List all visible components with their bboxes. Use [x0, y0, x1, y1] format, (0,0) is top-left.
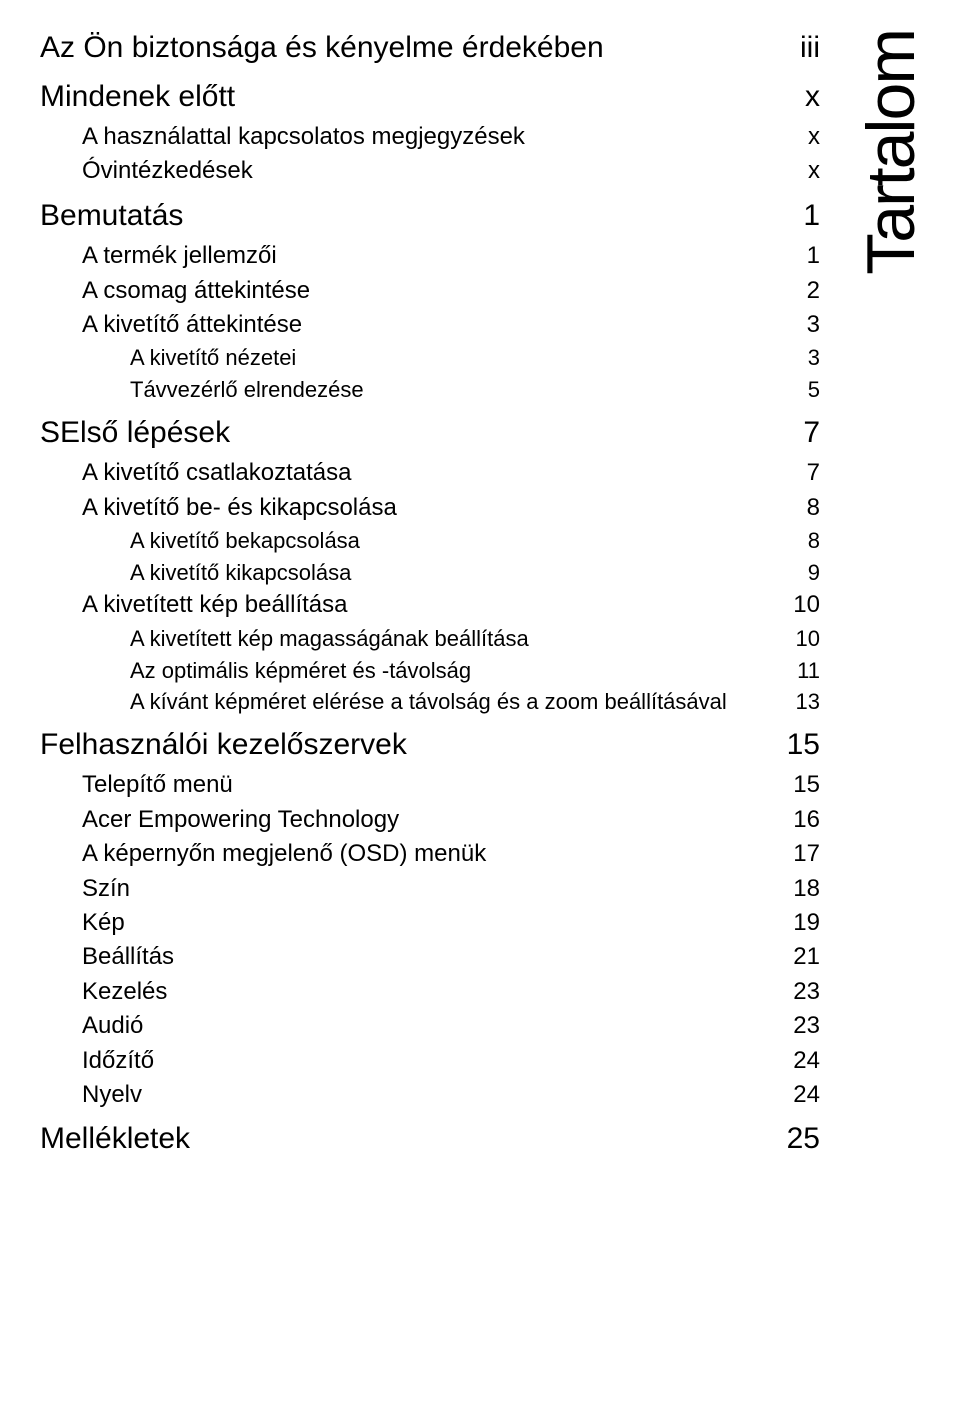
toc-entry: Távvezérlő elrendezése 5: [40, 375, 820, 405]
toc-entry-title: Az Ön biztonsága és kényelme érdekében: [40, 28, 624, 69]
toc-entry-title: A kívánt képméret elérése a távolság és …: [130, 687, 747, 717]
toc-entry: Az Ön biztonsága és kényelme érdekében ii…: [40, 28, 820, 69]
toc-entry-title: Bemutatás: [40, 196, 203, 237]
toc-entry: Beállítás 21: [40, 941, 820, 973]
toc-entry: Szín 18: [40, 873, 820, 905]
toc-entry-page: 23: [780, 1010, 820, 1042]
toc-entry-title: A csomag áttekintése: [82, 275, 330, 307]
toc-entry-title: A használattal kapcsolatos megjegyzések: [82, 121, 545, 153]
toc-entry-title: Kezelés: [82, 976, 187, 1008]
toc-entry-title: A kivetítő bekapcsolása: [130, 526, 380, 556]
toc-entry-page: 19: [780, 907, 820, 939]
toc-entry-page: 11: [780, 656, 820, 686]
toc-entry: A kivetített kép beállítása 10: [40, 589, 820, 621]
toc-entry: Az optimális képméret és -távolság 11: [40, 656, 820, 686]
toc-entry-title: Kép: [82, 907, 145, 939]
toc-entry-title: A kivetítő be- és kikapcsolása: [82, 492, 417, 524]
toc-entry: A kivetítő nézetei 3: [40, 343, 820, 373]
toc-entry-title: SElső lépések: [40, 413, 250, 454]
toc-entry: A kivetítő be- és kikapcsolása 8: [40, 492, 820, 524]
toc-entry-page: 1: [780, 240, 820, 272]
toc-entry-title: A kivetítő csatlakoztatása: [82, 457, 371, 489]
toc-entry-page: x: [780, 77, 820, 118]
toc-entry-page: 10: [780, 624, 820, 654]
toc-entry-page: 7: [780, 457, 820, 489]
toc-entry-title: Mellékletek: [40, 1119, 210, 1160]
toc-entry-page: x: [780, 155, 820, 187]
toc-entry: Telepítő menü 15: [40, 769, 820, 801]
toc-entry: Mellékletek 25: [40, 1119, 820, 1160]
toc-entry-page: 25: [780, 1119, 820, 1160]
toc-entry-page: 18: [780, 873, 820, 905]
toc-entry-page: 9: [780, 558, 820, 588]
toc-entry: Nyelv 24: [40, 1079, 820, 1111]
toc-entry-page: 3: [780, 343, 820, 373]
toc-entry: Időzítő 24: [40, 1045, 820, 1077]
toc-entry-page: 24: [780, 1079, 820, 1111]
table-of-contents: Az Ön biztonsága és kényelme érdekében ii…: [40, 28, 820, 1160]
toc-entry-title: Távvezérlő elrendezése: [130, 375, 384, 405]
toc-entry-title: Audió: [82, 1010, 163, 1042]
toc-entry-title: A kivetítő nézetei: [130, 343, 316, 373]
toc-entry: A kivetítő csatlakoztatása 7: [40, 457, 820, 489]
toc-entry: Felhasználói kezelőszervek 15: [40, 725, 820, 766]
toc-entry: A képernyőn megjelenő (OSD) menük 17: [40, 838, 820, 870]
toc-entry-title: Telepítő menü: [82, 769, 253, 801]
toc-entry-title: Időzítő: [82, 1045, 174, 1077]
toc-entry: Audió 23: [40, 1010, 820, 1042]
toc-entry-title: Szín: [82, 873, 150, 905]
toc-entry: SElső lépések 7: [40, 413, 820, 454]
toc-entry-title: Beállítás: [82, 941, 194, 973]
toc-entry-title: Óvintézkedések: [82, 155, 273, 187]
toc-entry-page: 8: [780, 492, 820, 524]
toc-entry-title: A képernyőn megjelenő (OSD) menük: [82, 838, 506, 870]
toc-entry: A kivetített kép magasságának beállítása…: [40, 624, 820, 654]
toc-entry-page: 7: [780, 413, 820, 454]
toc-entry-page: 15: [780, 725, 820, 766]
toc-entry-title: Nyelv: [82, 1079, 162, 1111]
toc-entry: Kép 19: [40, 907, 820, 939]
toc-entry: Óvintézkedések x: [40, 155, 820, 187]
toc-entry: A kivetítő kikapcsolása 9: [40, 558, 820, 588]
toc-entry-page: 2: [780, 275, 820, 307]
toc-entry-page: 13: [780, 687, 820, 717]
toc-entry-title: Felhasználói kezelőszervek: [40, 725, 427, 766]
toc-entry-page: iii: [780, 28, 820, 69]
toc-entry: Kezelés 23: [40, 976, 820, 1008]
toc-entry-page: 5: [780, 375, 820, 405]
toc-entry: A csomag áttekintése 2: [40, 275, 820, 307]
toc-entry-page: 8: [780, 526, 820, 556]
toc-entry: A kivetítő bekapcsolása 8: [40, 526, 820, 556]
toc-entry: Acer Empowering Technology 16: [40, 804, 820, 836]
toc-entry-page: 23: [780, 976, 820, 1008]
toc-entry-title: A kivetített kép beállítása: [82, 589, 368, 621]
toc-entry-page: 3: [780, 309, 820, 341]
toc-entry-page: 10: [780, 589, 820, 621]
toc-entry-title: A kivetítő kikapcsolása: [130, 558, 371, 588]
toc-entry-title: Acer Empowering Technology: [82, 804, 419, 836]
toc-entry-page: 21: [780, 941, 820, 973]
toc-entry-page: 15: [780, 769, 820, 801]
toc-entry-title: A termék jellemzői: [82, 240, 297, 272]
toc-entry: A használattal kapcsolatos megjegyzések x: [40, 121, 820, 153]
toc-entry-title: A kivetített kép magasságának beállítása: [130, 624, 549, 654]
toc-entry: A kívánt képméret elérése a távolság és …: [40, 687, 820, 717]
toc-entry-title: Mindenek előtt: [40, 77, 255, 118]
toc-entry-page: 1: [780, 196, 820, 237]
toc-entry: A kivetítő áttekintése 3: [40, 309, 820, 341]
toc-entry: A termék jellemzői 1: [40, 240, 820, 272]
toc-entry-page: x: [780, 121, 820, 153]
toc-entry-page: 24: [780, 1045, 820, 1077]
toc-entry: Mindenek előtt x: [40, 77, 820, 118]
side-title: Tartalom: [852, 30, 930, 275]
toc-entry-title: A kivetítő áttekintése: [82, 309, 322, 341]
toc-entry: Bemutatás 1: [40, 196, 820, 237]
toc-entry-title: Az optimális képméret és -távolság: [130, 656, 491, 686]
toc-entry-page: 16: [780, 804, 820, 836]
toc-entry-page: 17: [780, 838, 820, 870]
